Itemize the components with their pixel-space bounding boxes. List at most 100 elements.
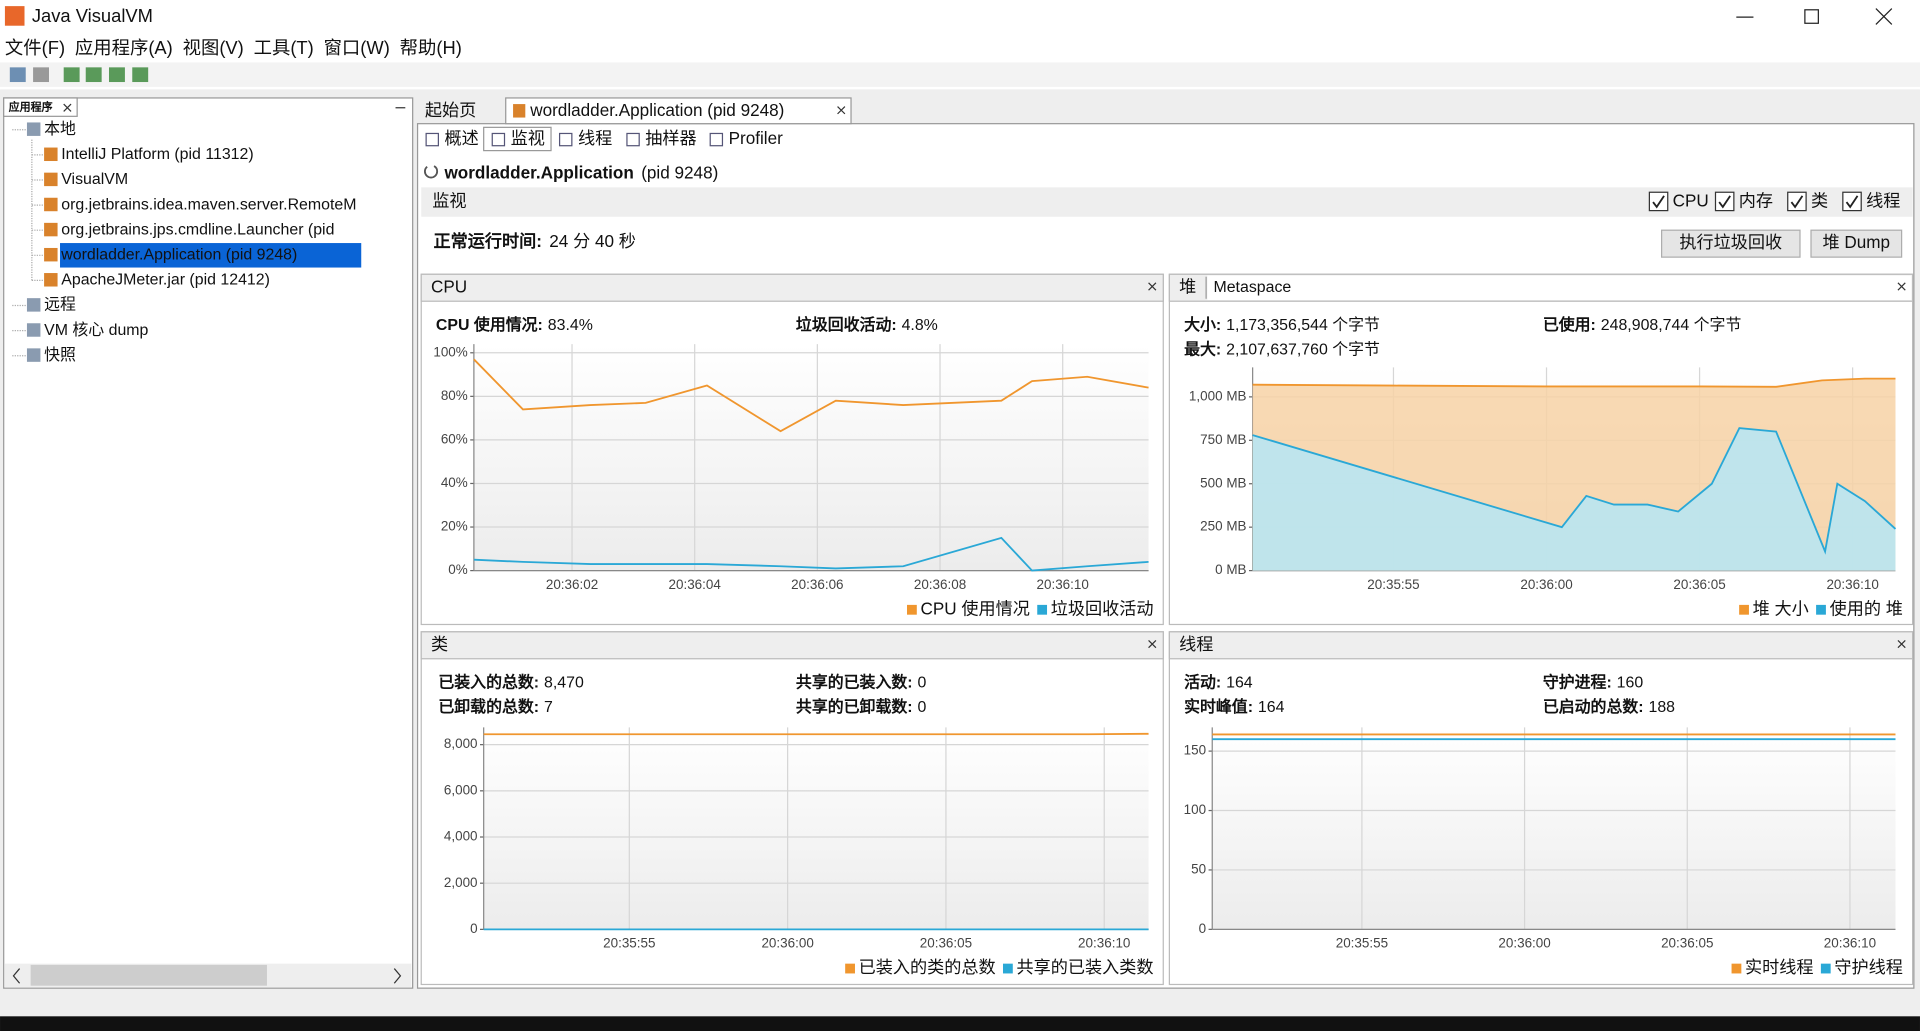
y-tick-label: 100 — [1184, 802, 1206, 817]
x-tick-label: 20:36:05 — [1661, 936, 1713, 951]
tool-icon[interactable] — [33, 67, 49, 83]
x-tick-label: 20:36:10 — [1824, 936, 1876, 951]
checkbox[interactable] — [1842, 191, 1862, 212]
tree-icon — [44, 172, 58, 187]
y-tick-label: 0 — [470, 921, 477, 936]
button[interactable] — [1810, 229, 1903, 258]
menu-item[interactable]: 视图(V) — [183, 37, 244, 58]
legend-swatch — [907, 604, 917, 615]
checkbox-label[interactable]: 类 — [1811, 191, 1828, 211]
active-tab[interactable] — [505, 97, 852, 125]
menu-item[interactable]: 工具(T) — [254, 37, 314, 58]
stat-value: 2,107,637,760 个字节 — [1226, 340, 1380, 358]
stat-value: 160 — [1617, 674, 1644, 691]
panel-close[interactable] — [1148, 282, 1157, 291]
tree-item[interactable]: wordladder.Application (pid 9248) — [60, 247, 297, 264]
tab[interactable]: wordladder.Application (pid 9248) — [529, 100, 784, 120]
tree-item[interactable]: 快照 — [44, 346, 76, 364]
tree-item[interactable]: IntelliJ Platform (pid 11312) — [61, 146, 253, 163]
plot-area — [483, 727, 1149, 930]
uptime: 24 分 40 秒 — [549, 231, 636, 251]
tool-icon[interactable] — [9, 67, 26, 83]
legend-swatch — [1731, 963, 1742, 974]
subtab[interactable]: Profiler — [729, 128, 784, 148]
button-label[interactable]: 执行垃圾回收 — [1679, 232, 1782, 252]
subtab[interactable]: 监视 — [511, 128, 545, 148]
subtab-icon — [626, 132, 640, 147]
tree-icon — [44, 222, 58, 237]
button-label[interactable]: 堆 Dump — [1823, 232, 1891, 252]
legend-label: 已装入的类的总数 — [859, 957, 996, 977]
tree-item[interactable]: 远程 — [44, 296, 76, 314]
x-tick-label: 20:36:06 — [791, 577, 843, 592]
tree-item[interactable]: org.jetbrains.idea.maven.server.RemoteM — [61, 196, 356, 213]
y-tick-label: 0 MB — [1215, 562, 1246, 577]
tool-icon[interactable] — [108, 67, 125, 83]
x-tick-label: 20:35:55 — [1367, 577, 1419, 592]
panel-title: 类 — [431, 634, 448, 654]
close[interactable] — [1875, 8, 1893, 25]
subtab-icon — [491, 132, 506, 147]
series-line — [1252, 377, 1896, 388]
stat-label: 最大: — [1184, 339, 1221, 358]
toolbar-icons — [9, 67, 149, 83]
tree-item[interactable]: org.jetbrains.jps.cmdline.Launcher (pid — [61, 221, 334, 238]
menu-item[interactable]: 文件(F) — [5, 37, 65, 58]
tool-icon[interactable] — [63, 67, 80, 83]
tree-icon — [44, 247, 58, 262]
window-title: Java VisualVM — [32, 5, 153, 26]
tree-item[interactable]: VisualVM — [61, 171, 128, 188]
check — [1652, 195, 1665, 209]
tab[interactable]: 起始页 — [425, 100, 476, 120]
toolbar — [0, 62, 1920, 87]
tree-item[interactable]: VM 核心 dump — [44, 321, 148, 339]
close-icon[interactable] — [63, 103, 72, 112]
menu-item[interactable]: 帮助(H) — [400, 37, 462, 58]
checkbox-label[interactable]: 线程 — [1866, 191, 1900, 211]
scroll-arrows[interactable] — [12, 968, 402, 984]
subtab-icon — [709, 132, 724, 147]
restore[interactable] — [1804, 9, 1819, 24]
menu-item[interactable]: 应用程序(A) — [75, 37, 173, 58]
stat-value: 4.8% — [902, 317, 938, 334]
tool-icon[interactable] — [132, 67, 149, 83]
panel-titlebar — [420, 273, 1164, 302]
panel-close[interactable] — [1897, 282, 1906, 291]
tool-icon[interactable] — [85, 67, 102, 83]
tab-icon — [513, 104, 526, 118]
stat-value: 83.4% — [548, 317, 593, 334]
y-tick-label: 500 MB — [1200, 475, 1246, 490]
checkbox[interactable] — [1787, 191, 1807, 212]
stat-value: 0 — [917, 674, 926, 691]
tree-item[interactable]: 本地 — [44, 120, 76, 138]
spinner — [423, 164, 439, 179]
panel-titlebar — [1168, 631, 1914, 660]
menu-item[interactable]: 窗口(W) — [324, 37, 390, 58]
tree-item[interactable]: ApacheJMeter.jar (pid 12412) — [61, 272, 270, 289]
subtab[interactable]: 概述 — [445, 128, 479, 148]
scroll-thumb[interactable] — [30, 964, 267, 986]
legend-label: 堆 大小 — [1753, 598, 1809, 618]
x-tick-label: 20:36:04 — [669, 577, 722, 592]
checkbox-label[interactable]: CPU — [1673, 191, 1709, 211]
series-line — [473, 358, 1149, 433]
y-tick-label: 0 — [1199, 921, 1206, 936]
panel-close[interactable] — [1897, 639, 1906, 649]
checkbox-label[interactable]: 内存 — [1739, 191, 1773, 211]
x-tick-label: 20:35:55 — [603, 936, 655, 951]
subtab[interactable]: 线程 — [578, 128, 612, 148]
checkbox[interactable] — [1648, 191, 1669, 212]
panel-close[interactable] — [1148, 639, 1157, 649]
panel-tab[interactable]: Metaspace — [1213, 279, 1291, 296]
tab-close[interactable] — [837, 106, 846, 115]
y-tick-label: 4,000 — [444, 829, 478, 844]
stat-value: 188 — [1648, 699, 1675, 716]
uptime-label: 正常运行时间: — [433, 231, 541, 251]
x-tick-label: 20:36:02 — [546, 577, 598, 592]
y-tick-label: 8,000 — [444, 736, 478, 751]
subtab[interactable]: 抽样器 — [645, 128, 696, 148]
checkbox[interactable] — [1714, 191, 1735, 212]
button[interactable] — [1661, 229, 1801, 258]
stat-value: 8,470 — [544, 674, 584, 691]
